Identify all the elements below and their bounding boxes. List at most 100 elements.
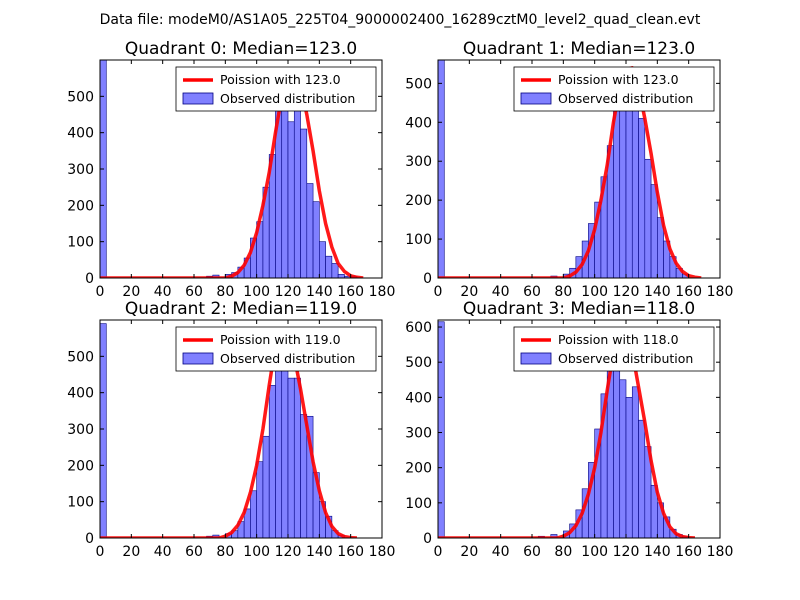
y-tick-label: 200 bbox=[67, 458, 94, 474]
x-tick-label: 20 bbox=[122, 544, 140, 560]
histogram-bar bbox=[293, 85, 301, 278]
y-tick-label: 300 bbox=[67, 422, 94, 438]
axes-frame bbox=[437, 59, 721, 279]
histogram-bar bbox=[325, 255, 333, 278]
x-tick-label: 0 bbox=[96, 284, 105, 300]
legend-label-poisson: Poission with 123.0 bbox=[220, 72, 341, 87]
subplot-quadrant-3: Quadrant 3: Median=118.00 20 40 60 80 100 120 1… bbox=[405, 299, 733, 560]
x-tick-label: 140 bbox=[306, 544, 333, 560]
legend-bar-swatch bbox=[182, 92, 214, 105]
legend: Poission with 119.0 Observed distribution bbox=[175, 326, 377, 372]
legend: Poission with 118.0 Observed distribution bbox=[513, 326, 715, 372]
legend-label-observed: Observed distribution bbox=[558, 351, 693, 366]
y-tick-label: 100 bbox=[67, 495, 94, 511]
histogram-bar bbox=[613, 106, 621, 278]
y-tick-label: 400 bbox=[405, 115, 432, 131]
y-tick-label: 300 bbox=[405, 154, 432, 170]
histogram-bar bbox=[262, 435, 270, 538]
subplot-title: Quadrant 2: Median=119.0 bbox=[125, 299, 357, 319]
histogram-bar bbox=[300, 128, 308, 278]
x-tick-label: 40 bbox=[154, 544, 172, 560]
histogram-bar bbox=[337, 274, 345, 278]
x-tick-label: 80 bbox=[216, 284, 234, 300]
y-tick-label: 0 bbox=[85, 531, 94, 547]
x-tick-label: 60 bbox=[185, 284, 203, 300]
histogram-bar bbox=[306, 183, 314, 278]
y-tick-label: 0 bbox=[85, 271, 94, 287]
x-tick-label: 180 bbox=[707, 544, 734, 560]
legend-label-poisson: Poission with 118.0 bbox=[558, 332, 679, 347]
y-tick-label: 200 bbox=[405, 193, 432, 209]
x-tick-label: 100 bbox=[581, 544, 608, 560]
x-tick-label: 80 bbox=[554, 284, 572, 300]
legend-bar-swatch bbox=[182, 352, 214, 365]
subplot-quadrant-2: Quadrant 2: Median=119.00 20 40 60 80 100 120 1… bbox=[67, 299, 395, 560]
x-tick-label: 180 bbox=[707, 284, 734, 300]
legend-label-observed: Observed distribution bbox=[220, 91, 355, 106]
y-tick-label: 600 bbox=[405, 320, 432, 336]
figure-suptitle: Data file: modeM0/AS1A05_225T04_90000024… bbox=[100, 12, 701, 28]
histogram-bar bbox=[312, 201, 320, 278]
plot-area bbox=[438, 60, 702, 278]
histogram-bar bbox=[250, 490, 257, 538]
x-tick-label: 160 bbox=[675, 284, 702, 300]
histogram-bar bbox=[650, 184, 658, 278]
histogram-bar bbox=[287, 121, 295, 278]
y-tick-label: 500 bbox=[67, 349, 94, 365]
legend-label-poisson: Poission with 119.0 bbox=[220, 332, 341, 347]
axes-frame bbox=[437, 319, 721, 539]
legend-label-poisson: Poission with 123.0 bbox=[558, 72, 679, 87]
x-tick-label: 20 bbox=[122, 284, 140, 300]
x-tick-label: 160 bbox=[337, 284, 364, 300]
y-tick-label: 500 bbox=[405, 355, 432, 371]
x-tick-label: 40 bbox=[154, 284, 172, 300]
x-tick-label: 160 bbox=[337, 544, 364, 560]
legend-label-observed: Observed distribution bbox=[220, 351, 355, 366]
x-tick-label: 40 bbox=[492, 284, 510, 300]
x-tick-label: 40 bbox=[492, 544, 510, 560]
histogram-bar bbox=[331, 263, 339, 278]
x-tick-label: 20 bbox=[460, 544, 478, 560]
x-tick-label: 160 bbox=[675, 544, 702, 560]
y-tick-label: 100 bbox=[67, 235, 94, 251]
x-tick-label: 80 bbox=[554, 544, 572, 560]
x-tick-label: 20 bbox=[460, 284, 478, 300]
legend-bar-swatch bbox=[520, 92, 552, 105]
x-tick-label: 120 bbox=[275, 544, 302, 560]
x-tick-label: 0 bbox=[434, 284, 443, 300]
x-tick-label: 60 bbox=[523, 544, 541, 560]
y-tick-label: 400 bbox=[405, 390, 432, 406]
y-tick-label: 0 bbox=[423, 271, 432, 287]
legend: Poission with 123.0 Observed distribution bbox=[513, 66, 715, 112]
y-tick-label: 500 bbox=[67, 89, 94, 105]
x-tick-label: 140 bbox=[644, 544, 671, 560]
subplot-title: Quadrant 0: Median=123.0 bbox=[125, 39, 357, 59]
histogram-bar bbox=[268, 385, 276, 538]
y-tick-label: 200 bbox=[405, 461, 432, 477]
x-tick-label: 100 bbox=[243, 284, 270, 300]
x-tick-label: 0 bbox=[96, 544, 105, 560]
histogram-bar bbox=[319, 241, 326, 278]
x-tick-label: 0 bbox=[434, 544, 443, 560]
histogram-bar bbox=[300, 414, 308, 538]
histogram-bar bbox=[256, 461, 264, 538]
histogram-bar bbox=[613, 351, 621, 538]
y-tick-label: 400 bbox=[67, 386, 94, 402]
y-tick-label: 100 bbox=[405, 496, 432, 512]
histogram-bar bbox=[287, 377, 295, 538]
legend-label-observed: Observed distribution bbox=[558, 91, 693, 106]
subplot-title: Quadrant 3: Median=118.0 bbox=[463, 299, 695, 319]
y-tick-label: 100 bbox=[405, 232, 432, 248]
histogram-bar bbox=[638, 419, 646, 538]
x-tick-label: 80 bbox=[216, 544, 234, 560]
x-tick-label: 100 bbox=[581, 284, 608, 300]
histogram-bar bbox=[631, 386, 639, 538]
histogram-bar bbox=[100, 323, 107, 538]
subplot-quadrant-1: Quadrant 1: Median=123.00 20 40 60 80 100 120 1… bbox=[405, 39, 733, 300]
x-tick-label: 60 bbox=[523, 284, 541, 300]
legend-bar-swatch bbox=[520, 352, 552, 365]
x-tick-label: 120 bbox=[613, 284, 640, 300]
histogram-bar bbox=[275, 356, 283, 538]
y-tick-label: 500 bbox=[405, 76, 432, 92]
